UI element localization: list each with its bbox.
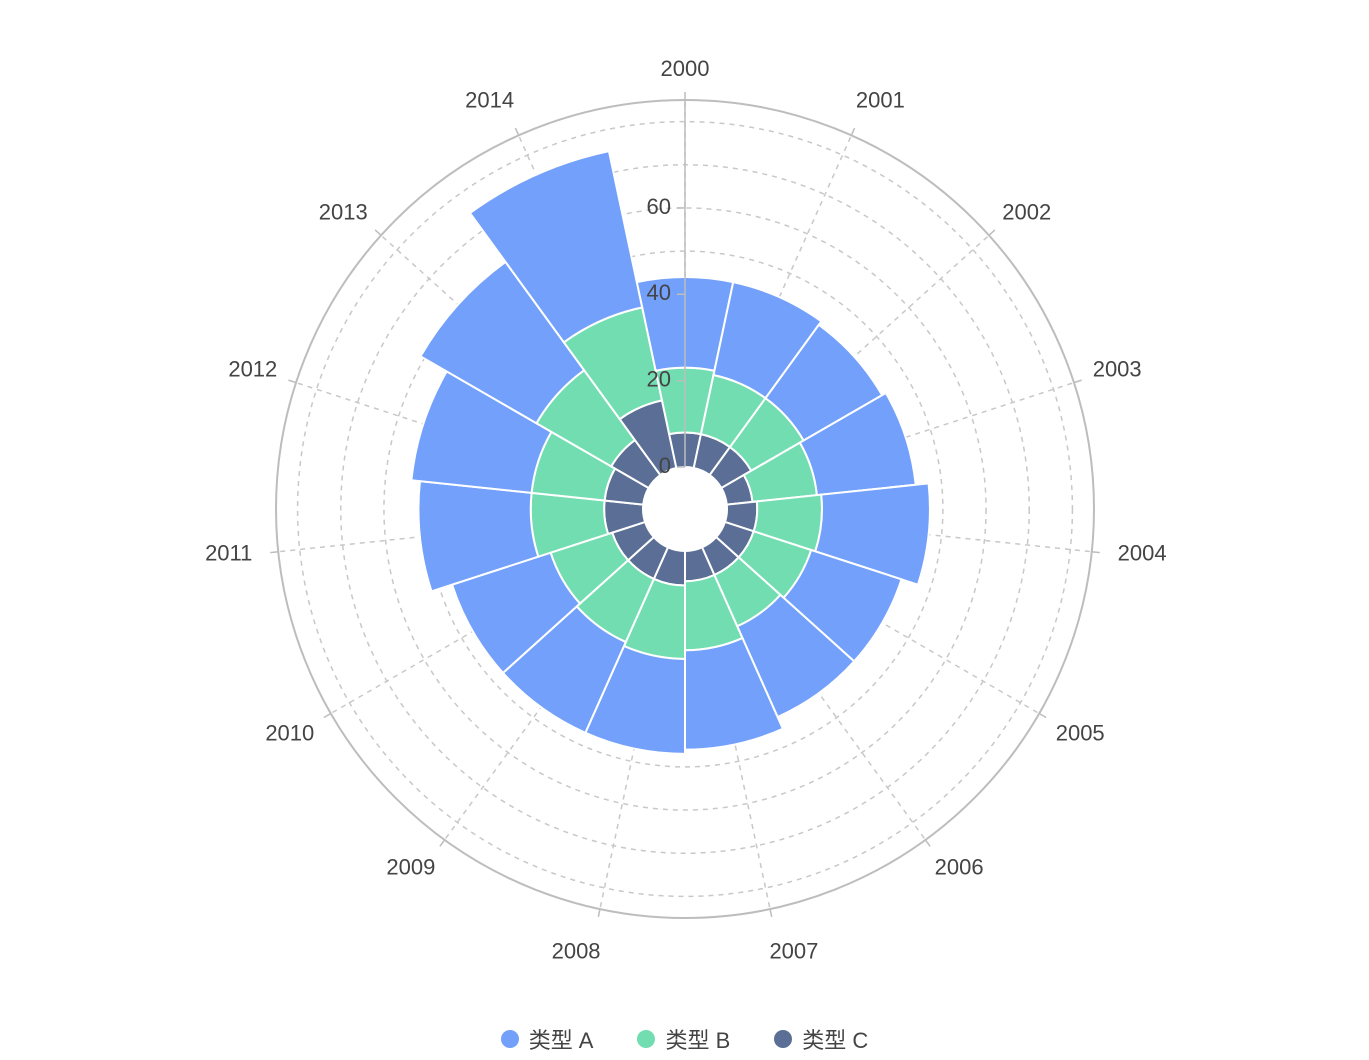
angle-tick [1073, 379, 1082, 384]
bar-segment[interactable] [814, 482, 931, 586]
angle-tick [270, 551, 279, 554]
angle-tick-label: 2009 [386, 855, 435, 880]
angle-tick [924, 839, 931, 847]
angle-tick-label: 2005 [1056, 720, 1105, 745]
angle-tick [374, 229, 382, 236]
legend-item-series-b[interactable]: 类型 B [637, 1023, 730, 1055]
bar-segment[interactable] [468, 149, 644, 344]
angle-tick-label: 2014 [465, 88, 514, 113]
angle-tick-label: 2000 [661, 56, 710, 81]
chart-legend: 类型 A 类型 B 类型 C [0, 1022, 1369, 1056]
radius-tick-label: 60 [647, 194, 671, 219]
grid-circle [383, 207, 987, 811]
angle-tick-label: 2006 [935, 855, 984, 880]
angle-tick-label: 2001 [856, 88, 905, 113]
bar-segment[interactable] [712, 280, 823, 400]
angle-tick [514, 127, 520, 136]
legend-label: 类型 C [802, 1028, 869, 1053]
legend-label: 类型 A [528, 1028, 594, 1053]
angle-tick [988, 229, 996, 236]
legend-item-series-a[interactable]: 类型 C [774, 1023, 868, 1055]
angle-tick-label: 2004 [1118, 540, 1167, 565]
angle-tick-label: 2013 [319, 200, 368, 225]
radius-tick-label: 0 [659, 453, 671, 478]
angle-tick-label: 2012 [228, 356, 277, 381]
angle-tick-label: 2011 [205, 540, 252, 565]
angle-tick [1091, 551, 1100, 554]
chart-labels: 0 20 40 60 2000 2001 2002 2003 2004 2005 2006 2007 2… [205, 56, 1166, 963]
legend-item-series-c[interactable]: 类型 A [500, 1023, 594, 1055]
radius-tick-label: 40 [647, 280, 671, 305]
angle-tick-label: 2003 [1093, 356, 1142, 381]
legend-swatch [500, 1030, 519, 1048]
angle-tick [323, 712, 332, 719]
angle-tick [1038, 712, 1047, 719]
legend-label: 类型 B [665, 1028, 731, 1053]
legend-swatch [637, 1030, 656, 1048]
angle-tick [439, 839, 446, 847]
radius-tick-label: 20 [647, 366, 671, 391]
angle-tick [597, 908, 601, 918]
angle-tick [769, 908, 773, 918]
angle-tick [288, 379, 297, 384]
angle-tick [850, 127, 856, 136]
angle-tick-label: 2002 [1002, 200, 1051, 225]
angle-tick-label: 2010 [265, 720, 314, 745]
chart-bars [410, 149, 931, 755]
legend-swatch [774, 1030, 793, 1048]
angle-tick-label: 2008 [552, 938, 601, 963]
angle-tick-label: 2007 [769, 938, 818, 963]
